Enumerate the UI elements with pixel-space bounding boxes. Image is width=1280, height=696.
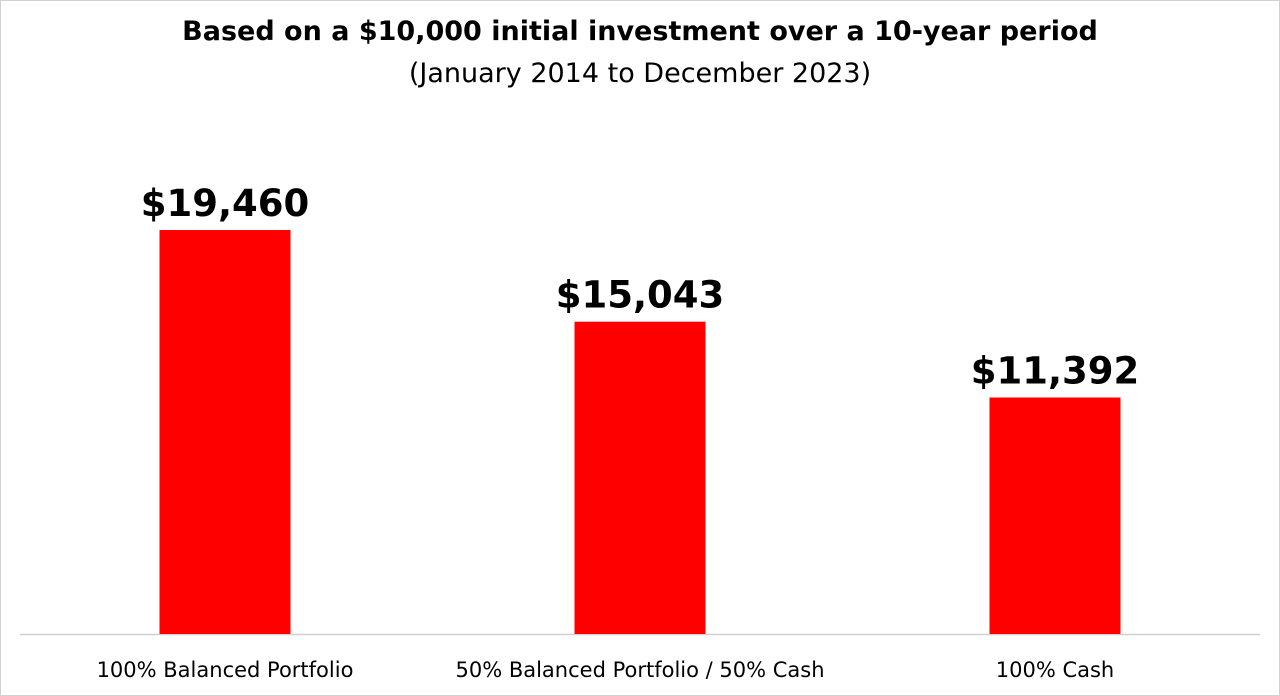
data-label: $19,460 xyxy=(141,182,310,225)
bar xyxy=(989,397,1121,634)
bar xyxy=(574,321,706,634)
category-label: 50% Balanced Portfolio / 50% Cash xyxy=(455,658,824,682)
category-label: 100% Balanced Portfolio xyxy=(97,658,354,682)
category-label: 100% Cash xyxy=(996,658,1115,682)
data-label: $11,392 xyxy=(971,350,1140,393)
chart-subtitle: (January 2014 to December 2023) xyxy=(408,58,872,89)
bar xyxy=(159,230,291,634)
chart-title: Based on a $10,000 initial investment ov… xyxy=(182,16,1098,47)
data-label: $15,043 xyxy=(556,274,725,317)
